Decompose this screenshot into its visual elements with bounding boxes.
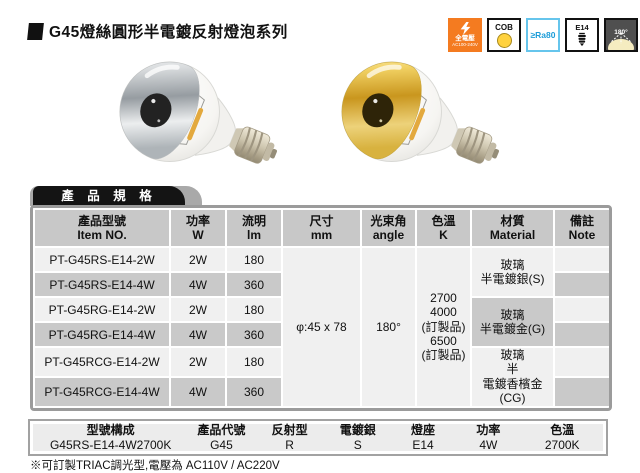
lumen-cell: 180 [225, 246, 283, 273]
full-voltage-badge: 全電壓 AC100-240V [448, 18, 482, 52]
note-cell [553, 271, 609, 298]
model-col-base: 燈座 E14 [411, 422, 436, 452]
item-no-cell: PT-G45RS-E14-2W [33, 246, 171, 273]
wattage-cell: 2W [169, 296, 227, 323]
note-cell [553, 246, 609, 273]
lightning-icon [460, 22, 470, 36]
col-beam-angle: 光束角 angle [360, 208, 417, 248]
spec-row: PT-G45RS-E14-2W 2W 180 φ:45 x 78 180° 27… [33, 246, 609, 408]
note-cell [553, 346, 609, 378]
color-temp-cell: 2700 4000 (訂製品) 6500 (訂製品) [415, 246, 472, 408]
item-no-cell: PT-G45RCG-E14-2W [33, 346, 171, 378]
model-composition-table: 型號構成 G45RS-E14-4W2700K 產品代號 G45 反射型 R 電鍍… [28, 419, 608, 456]
material-silver-cell: 玻璃 半電鍍銀(S) [470, 246, 555, 298]
lumen-cell: 180 [225, 346, 283, 378]
spec-row: PT-G45RCG-E14-2W 2W 180 玻璃 半 電鍍香檳金(CG) [33, 346, 609, 408]
item-no-cell: PT-G45RG-E14-2W [33, 296, 171, 323]
lumen-cell: 360 [225, 321, 283, 348]
full-voltage-label: 全電壓 [455, 35, 475, 43]
note-cell [553, 296, 609, 323]
title-square-icon [27, 22, 44, 40]
model-col-reflector: 反射型 R [271, 422, 308, 452]
cri-label: ≥Ra80 [530, 30, 556, 40]
note-cell [553, 321, 609, 348]
spec-row: PT-G45RG-E14-4W 4W 360 [33, 321, 609, 348]
certification-badges: 全電壓 AC100-240V COB ≥Ra80 E14 [448, 18, 638, 52]
cob-badge: COB [487, 18, 521, 52]
spec-tab: 產 品 規 格 [33, 186, 185, 206]
wattage-cell: 2W [169, 346, 227, 378]
spec-row: PT-G45RG-E14-2W 2W 180 玻璃 半電鍍金(G) [33, 296, 609, 348]
col-material: 材質 Material [470, 208, 555, 248]
model-col-composition: 型號構成 G45RS-E14-4W2700K [49, 422, 172, 452]
e14-bulb-icon [578, 32, 586, 46]
col-note: 備註 Note [553, 208, 609, 248]
lumen-cell: 180 [225, 296, 283, 323]
spec-table: 產品型號 Item NO. 功率 W 流明 lm 尺寸 mm 光束角 angle 色溫 K … [30, 205, 612, 411]
wattage-cell: 4W [169, 321, 227, 348]
model-col-product-code: 產品代號 G45 [197, 422, 246, 452]
beam-glow-icon [608, 32, 634, 50]
spec-row: PT-G45RS-E14-4W 4W 360 [33, 271, 609, 298]
beam-angle-badge: 180° [604, 18, 638, 52]
beam-angle-cell: 180° [360, 246, 417, 408]
voltage-range-label: AC100-240V [452, 41, 478, 47]
wattage-cell: 4W [169, 271, 227, 298]
wattage-cell: 2W [169, 246, 227, 273]
cob-led-icon [496, 32, 512, 48]
item-no-cell: PT-G45RS-E14-4W [33, 271, 171, 298]
material-champagne-cell: 玻璃 半 電鍍香檳金(CG) [470, 346, 555, 408]
model-col-color-temp: 色溫 2700K [544, 422, 580, 452]
spec-header-row: 產品型號 Item NO. 功率 W 流明 lm 尺寸 mm 光束角 angle 色溫 K … [33, 208, 609, 248]
silver-bulb-image [119, 61, 277, 164]
e14-label: E14 [575, 23, 589, 33]
size-cell: φ:45 x 78 [281, 246, 362, 408]
spec-row: PT-G45RCG-E14-4W 4W 360 [33, 375, 609, 408]
model-col-plating: 電鍍銀 S [339, 422, 376, 452]
item-no-cell: PT-G45RG-E14-4W [33, 321, 171, 348]
col-item-no: 產品型號 Item NO. [33, 208, 171, 248]
page-title-row: G45燈絲圓形半電鍍反射燈泡系列 [27, 20, 288, 42]
footnote: ※可訂製TRIAC調光型,電壓為 AC110V / AC220V [30, 460, 280, 472]
col-lumen: 流明 lm [225, 208, 283, 248]
model-col-wattage: 功率 4W [476, 422, 501, 452]
material-gold-cell: 玻璃 半電鍍金(G) [470, 296, 555, 348]
gold-bulb-image [341, 61, 499, 164]
beam-angle-label: 180° [614, 29, 628, 36]
cob-label: COB [495, 22, 513, 32]
note-cell [553, 375, 609, 408]
col-wattage: 功率 W [169, 208, 227, 248]
lumen-cell: 360 [225, 375, 283, 408]
item-no-cell: PT-G45RCG-E14-4W [33, 375, 171, 408]
col-color-temp: 色溫 K [415, 208, 472, 248]
lumen-cell: 360 [225, 271, 283, 298]
wattage-cell: 4W [169, 375, 227, 408]
cri-badge: ≥Ra80 [526, 18, 560, 52]
e14-base-badge: E14 [565, 18, 599, 52]
col-size: 尺寸 mm [281, 208, 362, 248]
page-title: G45燈絲圓形半電鍍反射燈泡系列 [49, 24, 288, 41]
